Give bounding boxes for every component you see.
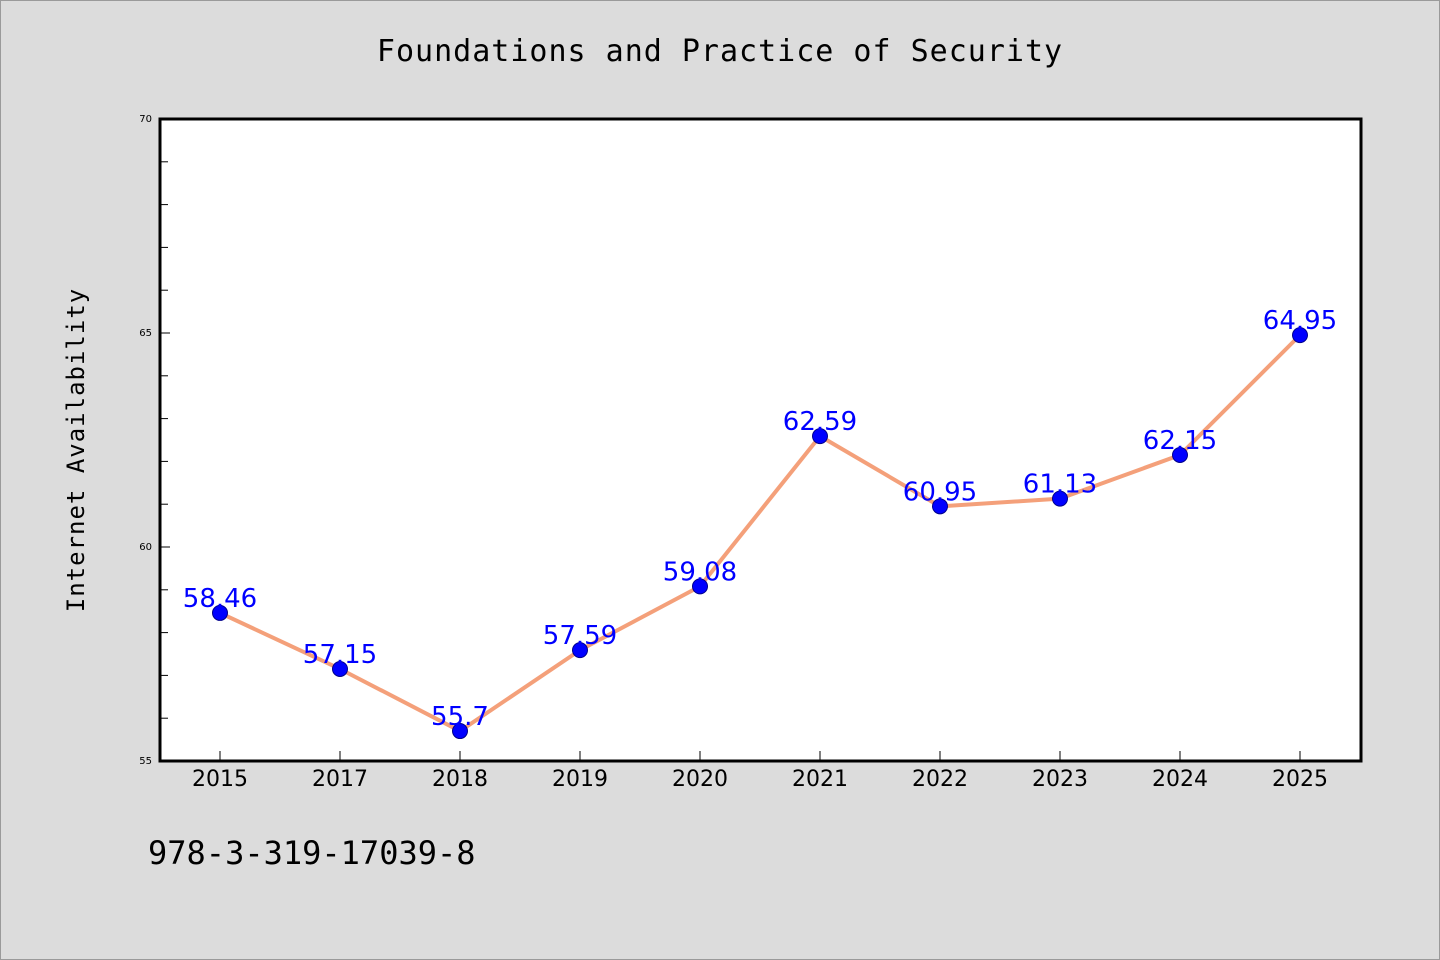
isbn-text: 978-3-319-17039-8 — [148, 834, 476, 872]
data-label: 62.15 — [1143, 426, 1217, 456]
data-point — [212, 604, 228, 621]
data-label: 57.15 — [303, 640, 377, 670]
y-tick-label: 55 — [139, 756, 152, 767]
series-line — [219, 333, 1302, 734]
plot-area — [158, 117, 1363, 763]
data-point — [332, 660, 348, 677]
data-label: 55.7 — [431, 702, 489, 732]
y-tick-label: 65 — [139, 328, 152, 339]
data-label: 61.13 — [1023, 470, 1097, 500]
y-tick-label: 60 — [139, 542, 152, 553]
x-tick-label: 2024 — [1152, 767, 1208, 792]
y-tick-label: 70 — [139, 114, 152, 125]
chart-title: Foundations and Practice of Security — [376, 34, 1064, 69]
data-label: 60.95 — [903, 477, 977, 507]
x-tick-label: 2015 — [192, 767, 248, 792]
data-point — [452, 723, 468, 740]
x-tick-label: 2018 — [432, 767, 488, 792]
x-tick-label: 2022 — [912, 767, 968, 792]
data-point — [812, 428, 828, 445]
data-point — [1172, 446, 1188, 463]
data-label: 58.46 — [183, 584, 257, 614]
data-label: 64.95 — [1263, 306, 1337, 336]
data-point — [1052, 490, 1068, 507]
x-tick-label: 2017 — [312, 767, 368, 792]
data-point — [1292, 327, 1308, 344]
x-tick-label: 2020 — [672, 767, 728, 792]
data-point — [932, 498, 948, 515]
data-point — [692, 578, 708, 595]
x-tick-label: 2025 — [1272, 767, 1328, 792]
data-point — [572, 642, 588, 659]
x-tick-label: 2021 — [792, 767, 848, 792]
data-label: 62.59 — [783, 407, 857, 437]
x-tick-label: 2023 — [1032, 767, 1088, 792]
data-label: 59.08 — [663, 557, 737, 587]
data-label: 57.59 — [543, 621, 617, 651]
x-tick-label: 2019 — [552, 767, 608, 792]
